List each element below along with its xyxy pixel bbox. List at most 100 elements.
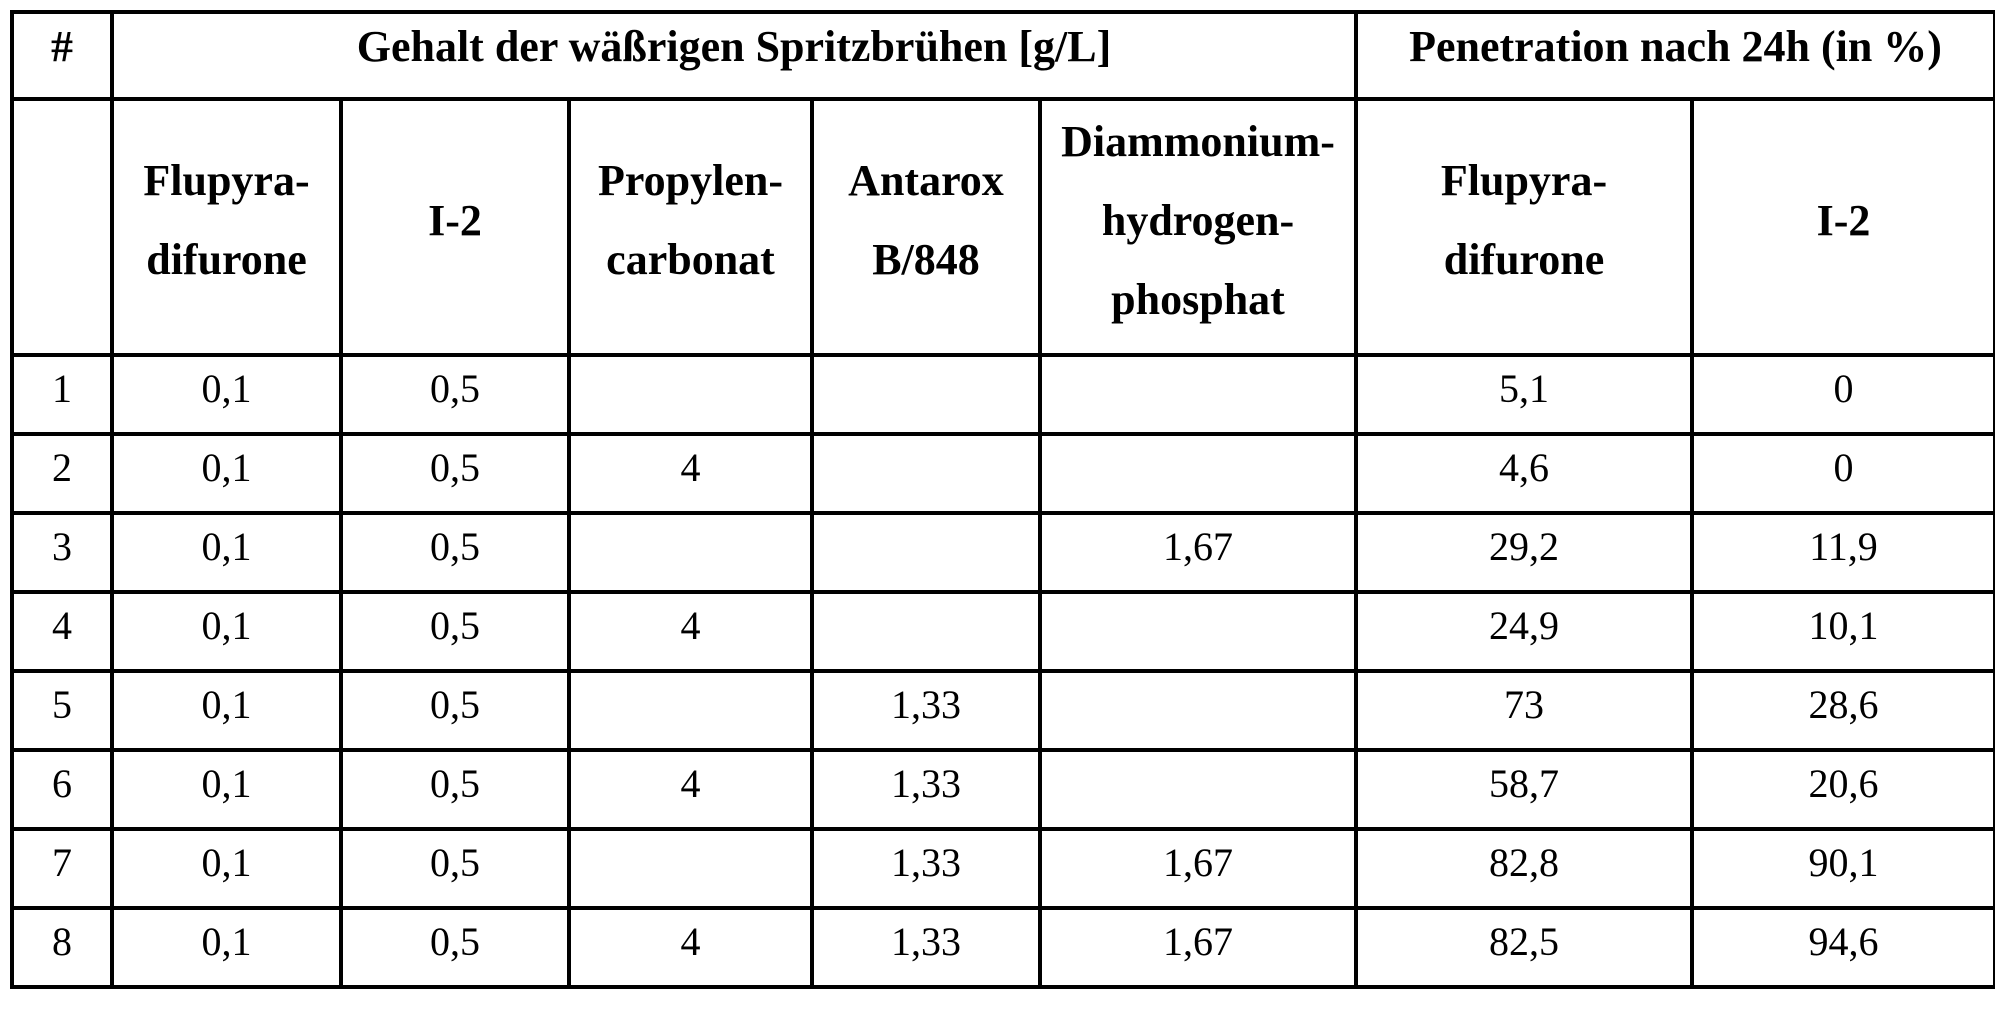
table-cell-propylencarbonat: 4 bbox=[569, 908, 812, 987]
table-cell-flupyradifurone-content: 0,1 bbox=[112, 750, 341, 829]
formulation-penetration-table: # Gehalt der wäßrigen Spritzbrühen [g/L]… bbox=[10, 10, 1995, 989]
row-index-cell: 2 bbox=[12, 434, 112, 513]
table-row: 20,10,54 4,60 bbox=[12, 434, 1995, 513]
table-row: 80,10,541,331,6782,594,6 bbox=[12, 908, 1995, 987]
table-cell-i2-penetration: 0 bbox=[1692, 434, 1995, 513]
row-index-cell: 1 bbox=[12, 355, 112, 434]
column-header-line: carbonat bbox=[571, 220, 810, 299]
table-cell-diammonium: 1,67 bbox=[1040, 829, 1356, 908]
column-header-flupyradifurone-penetration: Flupyra-difurone bbox=[1356, 99, 1692, 355]
table-cell-antarox bbox=[812, 355, 1040, 434]
table-cell-antarox: 1,33 bbox=[812, 750, 1040, 829]
column-header-line: I-2 bbox=[343, 181, 567, 260]
header-index: # bbox=[12, 12, 112, 99]
table-cell-antarox: 1,33 bbox=[812, 829, 1040, 908]
table-cell-propylencarbonat bbox=[569, 671, 812, 750]
table-row: 60,10,541,33 58,720,6 bbox=[12, 750, 1995, 829]
column-header-index bbox=[12, 99, 112, 355]
row-index-cell: 5 bbox=[12, 671, 112, 750]
header-group-penetration: Penetration nach 24h (in %) bbox=[1356, 12, 1995, 99]
table-row: 10,10,5 5,10 bbox=[12, 355, 1995, 434]
column-header-line: Flupyra- bbox=[1358, 141, 1690, 220]
table-cell-i2-penetration: 28,6 bbox=[1692, 671, 1995, 750]
table-cell-i2-content: 0,5 bbox=[341, 513, 569, 592]
table-cell-antarox bbox=[812, 434, 1040, 513]
table-cell-flupyradifurone-penetration: 29,2 bbox=[1356, 513, 1692, 592]
row-index-cell: 6 bbox=[12, 750, 112, 829]
column-header-line: phosphat bbox=[1042, 260, 1354, 339]
table-cell-diammonium bbox=[1040, 592, 1356, 671]
table-cell-i2-penetration: 11,9 bbox=[1692, 513, 1995, 592]
table-cell-flupyradifurone-content: 0,1 bbox=[112, 355, 341, 434]
table-cell-propylencarbonat bbox=[569, 513, 812, 592]
table-cell-propylencarbonat: 4 bbox=[569, 750, 812, 829]
column-header-line: Diammonium- bbox=[1042, 102, 1354, 181]
header-row-columns: Flupyra-difuroneI-2Propylen-carbonatAnta… bbox=[12, 99, 1995, 355]
table-cell-propylencarbonat bbox=[569, 829, 812, 908]
header-row-groups: # Gehalt der wäßrigen Spritzbrühen [g/L]… bbox=[12, 12, 1995, 99]
table-cell-flupyradifurone-penetration: 82,5 bbox=[1356, 908, 1692, 987]
table-row: 50,10,5 1,33 7328,6 bbox=[12, 671, 1995, 750]
table-cell-i2-content: 0,5 bbox=[341, 355, 569, 434]
row-index-cell: 8 bbox=[12, 908, 112, 987]
column-header-i2-content: I-2 bbox=[341, 99, 569, 355]
row-index-cell: 4 bbox=[12, 592, 112, 671]
table-cell-diammonium bbox=[1040, 671, 1356, 750]
table-body: 10,10,55,1020,10,544,6030,10,51,6729,211… bbox=[12, 355, 1995, 987]
table-cell-flupyradifurone-content: 0,1 bbox=[112, 908, 341, 987]
table-cell-diammonium: 1,67 bbox=[1040, 908, 1356, 987]
column-header-line: Propylen- bbox=[571, 141, 810, 220]
table-cell-flupyradifurone-content: 0,1 bbox=[112, 434, 341, 513]
header-group-content: Gehalt der wäßrigen Spritzbrühen [g/L] bbox=[112, 12, 1356, 99]
column-header-line: difurone bbox=[114, 220, 339, 299]
table-cell-propylencarbonat bbox=[569, 355, 812, 434]
table-cell-i2-penetration: 10,1 bbox=[1692, 592, 1995, 671]
column-header-antarox: AntaroxB/848 bbox=[812, 99, 1040, 355]
table-cell-antarox bbox=[812, 513, 1040, 592]
table-row: 70,10,5 1,331,6782,890,1 bbox=[12, 829, 1995, 908]
table-cell-diammonium: 1,67 bbox=[1040, 513, 1356, 592]
row-index-cell: 7 bbox=[12, 829, 112, 908]
table-cell-flupyradifurone-content: 0,1 bbox=[112, 829, 341, 908]
table-cell-flupyradifurone-penetration: 24,9 bbox=[1356, 592, 1692, 671]
table-cell-flupyradifurone-penetration: 4,6 bbox=[1356, 434, 1692, 513]
row-index-cell: 3 bbox=[12, 513, 112, 592]
table-cell-i2-content: 0,5 bbox=[341, 829, 569, 908]
column-header-line: hydrogen- bbox=[1042, 181, 1354, 260]
table-cell-flupyradifurone-penetration: 5,1 bbox=[1356, 355, 1692, 434]
column-header-propylencarbonat: Propylen-carbonat bbox=[569, 99, 812, 355]
table-cell-antarox bbox=[812, 592, 1040, 671]
table-cell-antarox: 1,33 bbox=[812, 671, 1040, 750]
table-cell-diammonium bbox=[1040, 355, 1356, 434]
table-cell-i2-penetration: 0 bbox=[1692, 355, 1995, 434]
column-header-flupyradifurone-content: Flupyra-difurone bbox=[112, 99, 341, 355]
table-cell-i2-content: 0,5 bbox=[341, 434, 569, 513]
table-cell-antarox: 1,33 bbox=[812, 908, 1040, 987]
table-cell-flupyradifurone-content: 0,1 bbox=[112, 671, 341, 750]
table-cell-i2-penetration: 90,1 bbox=[1692, 829, 1995, 908]
column-header-line: I-2 bbox=[1694, 181, 1993, 260]
table-cell-flupyradifurone-penetration: 82,8 bbox=[1356, 829, 1692, 908]
table-cell-diammonium bbox=[1040, 750, 1356, 829]
table-cell-flupyradifurone-penetration: 58,7 bbox=[1356, 750, 1692, 829]
table-cell-i2-content: 0,5 bbox=[341, 750, 569, 829]
column-header-line: Flupyra- bbox=[114, 141, 339, 220]
table-cell-flupyradifurone-content: 0,1 bbox=[112, 513, 341, 592]
table-row: 40,10,5424,910,1 bbox=[12, 592, 1995, 671]
column-header-line: difurone bbox=[1358, 220, 1690, 299]
table-cell-i2-content: 0,5 bbox=[341, 592, 569, 671]
table-cell-propylencarbonat: 4 bbox=[569, 434, 812, 513]
table-row: 30,10,5 1,6729,211,9 bbox=[12, 513, 1995, 592]
column-header-line: Antarox bbox=[814, 141, 1038, 220]
table-cell-flupyradifurone-content: 0,1 bbox=[112, 592, 341, 671]
column-header-diammonium: Diammonium-hydrogen-phosphat bbox=[1040, 99, 1356, 355]
table-cell-i2-content: 0,5 bbox=[341, 671, 569, 750]
table-cell-propylencarbonat: 4 bbox=[569, 592, 812, 671]
table-cell-flupyradifurone-penetration: 73 bbox=[1356, 671, 1692, 750]
table-cell-i2-penetration: 94,6 bbox=[1692, 908, 1995, 987]
column-header-i2-penetration: I-2 bbox=[1692, 99, 1995, 355]
table-cell-i2-content: 0,5 bbox=[341, 908, 569, 987]
table-cell-i2-penetration: 20,6 bbox=[1692, 750, 1995, 829]
column-header-line: B/848 bbox=[814, 220, 1038, 299]
table-cell-diammonium bbox=[1040, 434, 1356, 513]
